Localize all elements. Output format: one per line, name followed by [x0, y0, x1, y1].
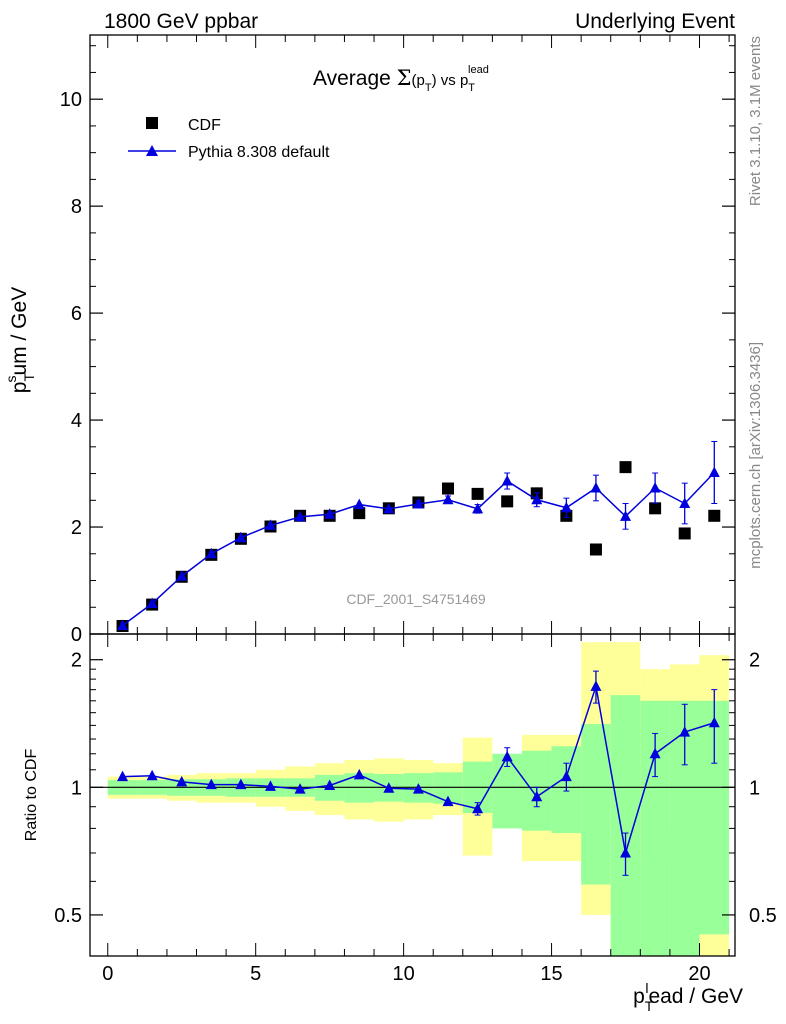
- legend-pythia-label: Pythia 8.308 default: [188, 144, 330, 161]
- lower-y-tick-label-right: 0.5: [749, 905, 777, 927]
- ratio-data-point: [679, 726, 691, 737]
- upper-y-tick-label: 2: [71, 517, 82, 539]
- cdf-data-point: [589, 543, 602, 556]
- upper-y-tick-label: 6: [71, 303, 82, 325]
- ratio-data-point: [324, 779, 336, 790]
- lower-y-tick-label-right: 2: [749, 650, 760, 672]
- ratio-data-point: [620, 846, 632, 858]
- legend-cdf-marker: [146, 117, 158, 129]
- pythia-data-point: [146, 597, 158, 609]
- cdf-data-point: [471, 487, 484, 500]
- pythia-data-point: [353, 498, 365, 510]
- upper-y-tick-label: 4: [71, 410, 82, 432]
- ratio-data-point: [264, 780, 276, 791]
- ratio-data-point: [383, 782, 395, 793]
- upper-frame: [89, 34, 736, 635]
- stat-uncertainty-band: [610, 695, 641, 956]
- analysis-watermark: CDF_2001_S4751469: [346, 591, 486, 607]
- pythia-data-point: [531, 493, 543, 505]
- ratio-data-point: [472, 802, 484, 814]
- lower-y-axis-label: Ratio to CDF: [23, 749, 40, 842]
- ratio-data-point: [117, 770, 129, 782]
- cdf-data-point: [649, 502, 662, 515]
- pythia-data-point: [176, 570, 188, 581]
- upper-panel: CDF_2001_S4751469 0 2 4 6 8 10 Average Σ(pT) …: [3, 34, 736, 646]
- pythia-data-point: [383, 502, 395, 514]
- lower-y-tick-label: 0.5: [54, 905, 82, 927]
- pythia-data-point: [649, 481, 661, 493]
- mcplots-label: mcplots.cern.ch [arXiv:1306.3436]: [747, 342, 764, 569]
- stat-uncertainty-band: [581, 724, 611, 885]
- lower-y-tick-label: 2: [71, 650, 82, 672]
- lower-frame: [89, 633, 736, 957]
- pythia-data-point: [412, 498, 424, 509]
- ratio-data-point: [560, 770, 572, 782]
- x-axis-label: pTlead / GeV: [633, 980, 743, 1014]
- ratio-data-point: [531, 790, 543, 802]
- ratio-data-point: [649, 747, 661, 759]
- lower-y-tick-label-right: 1: [749, 777, 760, 799]
- pythia-data-point: [294, 510, 306, 522]
- cdf-data-point: [678, 527, 691, 540]
- rivet-version-label: Rivet 3.1.10, 3.1M events: [747, 36, 764, 206]
- pythia-data-point: [590, 481, 602, 493]
- ratio-data-point: [590, 680, 602, 691]
- lower-y-tick-label: 1: [71, 777, 82, 799]
- x-tick-label: 5: [250, 963, 261, 985]
- pythia-data-point: [442, 493, 454, 505]
- pythia-data-point: [235, 531, 247, 543]
- ratio-data-point: [412, 783, 424, 794]
- cdf-data-point: [708, 509, 721, 522]
- ratio-data-point: [205, 778, 217, 790]
- cdf-data-point: [619, 461, 632, 474]
- lower-panel: 0.5 0.51 12 20 5 10 15 20 Ratio to CDF pTlead /…: [23, 633, 777, 1014]
- ratio-data-point: [353, 768, 365, 780]
- cdf-data-point: [353, 507, 366, 520]
- ratio-data-point: [501, 750, 513, 762]
- ratio-data-point: [146, 769, 158, 781]
- pythia-data-point: [560, 501, 572, 513]
- pythia-data-point: [708, 466, 720, 477]
- pythia-data-point: [501, 475, 513, 486]
- pythia-data-point: [264, 519, 276, 530]
- ratio-data-point: [235, 778, 247, 790]
- ratio-data-point: [294, 783, 306, 794]
- upper-y-tick-label: 10: [60, 89, 82, 111]
- x-tick-label: 10: [392, 963, 414, 985]
- x-tick-label: 20: [688, 963, 710, 985]
- upper-title: Average Σ(pT) vs pTlead: [313, 64, 489, 94]
- cdf-data-point: [442, 482, 455, 495]
- upper-y-tick-label: 8: [71, 196, 82, 218]
- ratio-data-point: [176, 775, 188, 787]
- ratio-data-point: [708, 716, 720, 728]
- legend-cdf-label: CDF: [188, 117, 221, 134]
- legend: CDF Pythia 8.308 default: [128, 117, 330, 161]
- upper-y-axis-label: pTsum / GeV: [3, 287, 37, 393]
- x-tick-label: 0: [102, 963, 113, 985]
- header-left-label: 1800 GeV ppbar: [104, 10, 258, 33]
- legend-pythia-marker: [146, 145, 158, 156]
- pythia-data-point: [472, 502, 484, 514]
- pythia-data-point: [620, 510, 632, 521]
- pythia-data-point: [679, 497, 691, 509]
- pythia-data-point: [117, 619, 129, 630]
- pythia-data-point: [205, 547, 217, 559]
- x-tick-label: 15: [540, 963, 562, 985]
- header-right-label: Underlying Event: [575, 10, 735, 33]
- cdf-data-point: [501, 495, 514, 508]
- pythia-data-point: [324, 508, 336, 519]
- upper-y-tick-label: 0: [71, 624, 82, 646]
- ratio-data-point: [442, 795, 454, 807]
